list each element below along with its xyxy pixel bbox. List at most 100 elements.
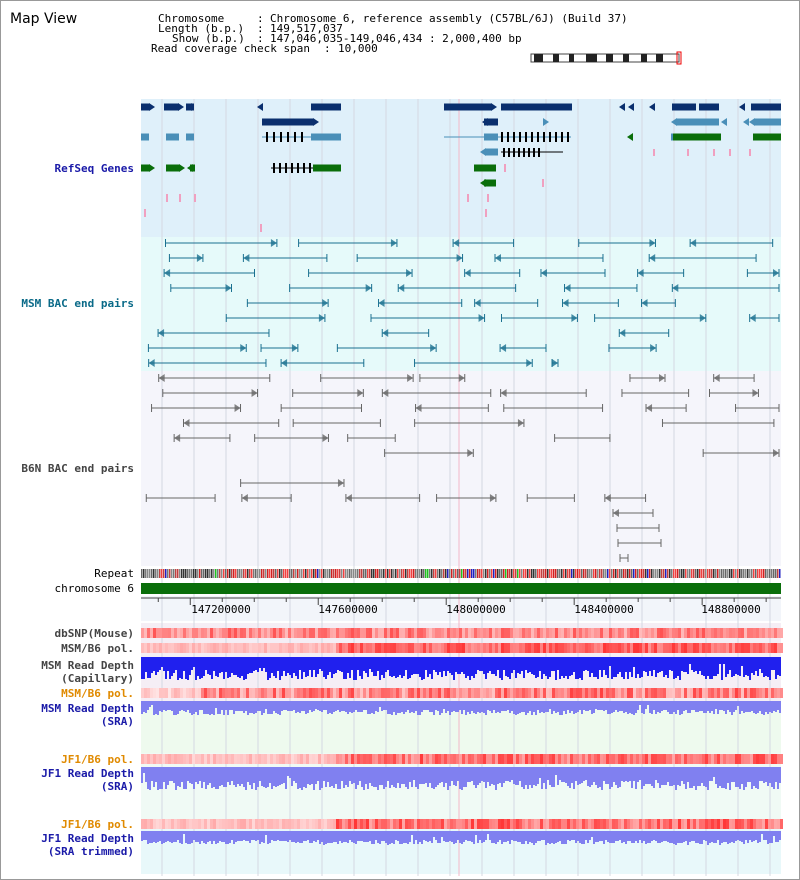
heatmap-cell [744, 819, 747, 829]
heatmap-cell [264, 688, 267, 698]
depth-bar [455, 767, 457, 786]
heatmap-cell [504, 754, 507, 764]
heatmap-cell [522, 819, 525, 829]
repeat-mark [241, 569, 243, 578]
depth-bar [443, 657, 445, 671]
heatmap-cell [762, 688, 765, 698]
heatmap-cell [204, 819, 207, 829]
heatmap-cell [459, 688, 462, 698]
depth-bar [459, 657, 461, 674]
heatmap-cell [687, 754, 690, 764]
bac-end-arrow [241, 494, 248, 502]
depth-bar [405, 767, 407, 787]
depth-bar [637, 831, 639, 843]
repeat-mark [665, 569, 667, 578]
repeat-mark [457, 569, 459, 578]
heatmap-cell [771, 754, 774, 764]
depth-bar [381, 657, 383, 675]
depth-bar [697, 831, 699, 843]
depth-bar [261, 831, 263, 842]
gene-exon [294, 132, 296, 142]
heatmap-cell [609, 688, 612, 698]
repeat-mark [519, 569, 521, 578]
heatmap-cell [717, 643, 720, 653]
depth-bar [545, 767, 547, 789]
depth-bar [535, 767, 537, 786]
depth-bar [723, 657, 725, 664]
heatmap-cell [642, 688, 645, 698]
heatmap-cell [534, 628, 537, 638]
repeat-mark [153, 569, 155, 578]
depth-bar [377, 701, 379, 712]
heatmap-cell [375, 643, 378, 653]
depth-bar [221, 701, 223, 710]
depth-bar [649, 701, 651, 713]
bac-end-arrow [552, 359, 558, 367]
repeat-mark [337, 569, 339, 578]
depth-bar [197, 657, 199, 676]
depth-bar [481, 657, 483, 671]
refseq-gene [485, 148, 498, 156]
depth-bar [281, 831, 283, 841]
heatmap-cell [570, 819, 573, 829]
heatmap-cell [423, 643, 426, 653]
repeat-mark [499, 569, 501, 578]
heatmap-cell [663, 643, 666, 653]
repeat-mark [669, 569, 671, 578]
heatmap-cell [468, 754, 471, 764]
depth-bar [397, 701, 399, 713]
depth-bar [653, 701, 655, 710]
heatmap-cell [525, 628, 528, 638]
heatmap-cell [555, 819, 558, 829]
gene-strand-arrow [149, 164, 155, 172]
depth-bar [443, 831, 445, 841]
refseq-gene [166, 164, 179, 172]
heatmap-cell [555, 628, 558, 638]
repeat-mark [161, 569, 163, 578]
refseq-gene [474, 164, 496, 172]
depth-bar [281, 701, 283, 711]
heatmap-cell [255, 754, 258, 764]
axis-tick-label: 148000000 [446, 603, 506, 616]
depth-bar [487, 657, 489, 673]
heatmap-cell [159, 754, 162, 764]
heatmap-cell [228, 643, 231, 653]
depth-bar [731, 831, 733, 842]
depth-bar [679, 831, 681, 843]
depth-bar [225, 767, 227, 787]
heatmap-cell [501, 688, 504, 698]
depth-bar [517, 657, 519, 673]
bac-end-arrow [240, 344, 247, 352]
depth-bar [445, 701, 447, 713]
depth-bar [631, 831, 633, 843]
heatmap-cell [702, 643, 705, 653]
depth-bar [497, 657, 499, 670]
depth-bar [451, 701, 453, 712]
repeat-mark [623, 569, 625, 578]
heatmap-cell [321, 754, 324, 764]
repeat-mark [203, 569, 205, 578]
depth-bar [315, 767, 317, 784]
heatmap-cell [522, 643, 525, 653]
depth-bar [621, 701, 623, 711]
repeat-mark [293, 569, 295, 578]
repeat-mark [429, 569, 431, 578]
depth-bar [683, 701, 685, 711]
depth-bar [247, 657, 249, 674]
heatmap-cell [591, 754, 594, 764]
heatmap-cell [696, 754, 699, 764]
gene-strand-arrow [739, 103, 745, 111]
depth-bar [365, 657, 367, 673]
repeat-mark [321, 569, 323, 578]
depth-bar [691, 701, 693, 710]
depth-bar [269, 701, 271, 714]
heatmap-cell [624, 819, 627, 829]
depth-bar [231, 767, 233, 781]
heatmap-cell [396, 819, 399, 829]
refseq-gene [311, 103, 341, 111]
depth-bar [487, 831, 489, 834]
depth-bar [607, 831, 609, 842]
heatmap-cell [510, 628, 513, 638]
depth-bar [465, 657, 467, 678]
